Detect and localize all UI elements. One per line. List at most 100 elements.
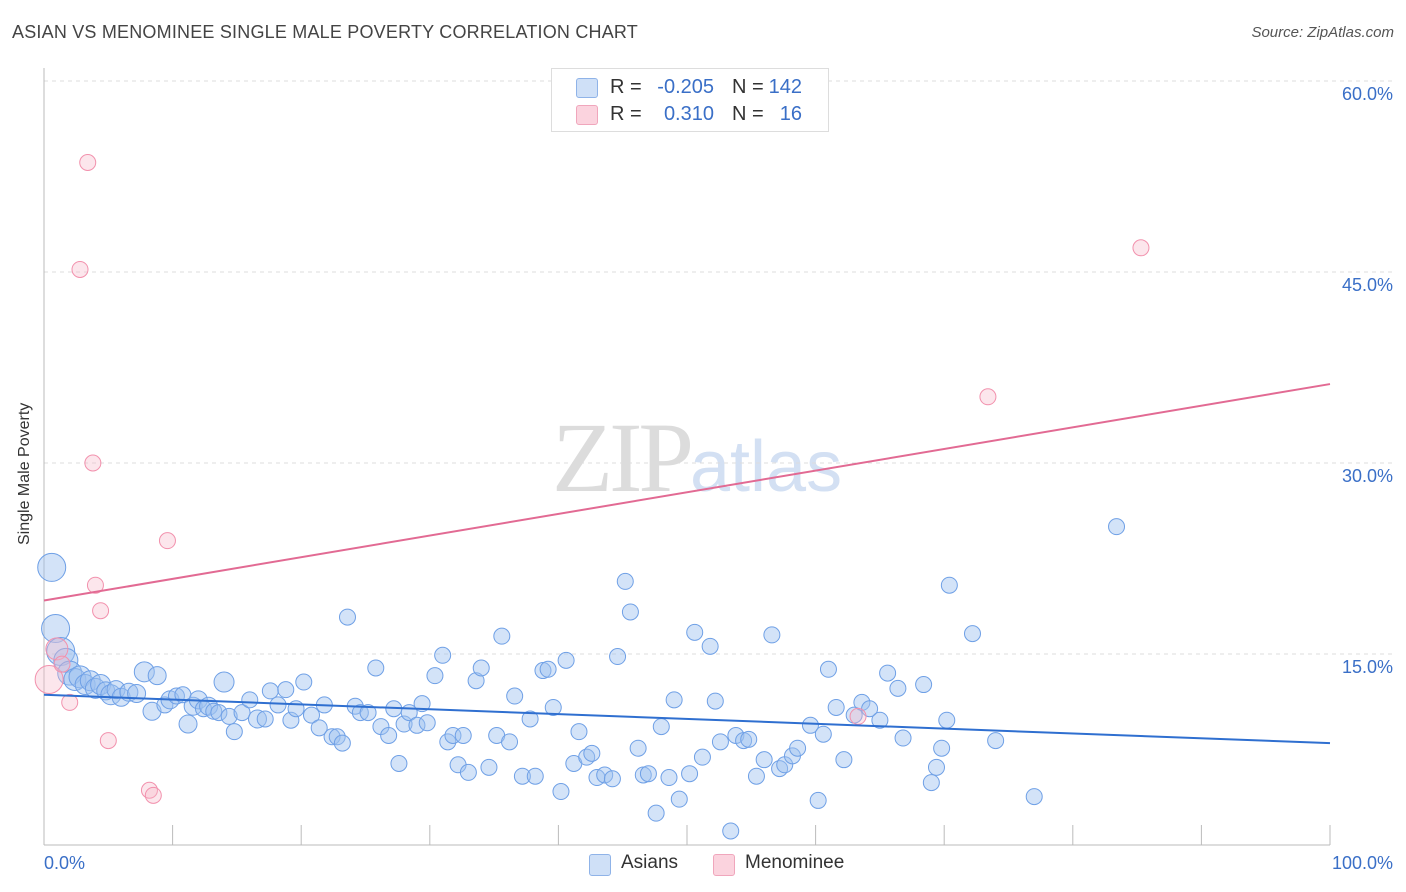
menominee-point — [92, 602, 110, 620]
legend-r-value: -0.205 — [657, 76, 714, 98]
asians-point — [1108, 518, 1126, 536]
y-axis-label: Single Male Poverty — [16, 402, 33, 545]
legend-r-label: R = — [610, 76, 642, 98]
y-tick-label: 15.0% — [1342, 657, 1393, 677]
asians-point — [413, 695, 431, 713]
asians-point — [295, 673, 313, 691]
asians-point — [894, 729, 912, 747]
asians-point — [755, 751, 773, 769]
asians-point — [609, 648, 627, 666]
menominee-point — [45, 637, 69, 661]
asians-point — [37, 552, 67, 582]
asians-point — [493, 627, 511, 645]
asians-point — [963, 625, 981, 643]
menominee-point — [99, 732, 117, 750]
asians-point — [210, 704, 228, 722]
x-tick-label: 100.0% — [1332, 853, 1393, 873]
asians-point — [933, 739, 951, 757]
asians-point — [596, 766, 614, 784]
asians-point — [670, 790, 688, 808]
asians-point — [801, 716, 819, 734]
asians-point — [472, 659, 490, 677]
bottom-legend-label: Asians — [621, 852, 679, 873]
asians-point — [544, 698, 562, 716]
asians-point — [871, 711, 889, 729]
asians-point — [722, 822, 740, 840]
y-tick-label: 30.0% — [1342, 466, 1393, 486]
asians-point — [660, 769, 678, 787]
x-tick-label: 0.0% — [44, 853, 85, 873]
asians-point — [434, 646, 452, 664]
menominee-point — [53, 655, 71, 673]
asians-point — [686, 623, 704, 641]
asians-point — [629, 739, 647, 757]
legend-row-menominee: R = 0.310 N = 16 — [552, 102, 828, 128]
asians-point — [915, 676, 933, 694]
asians-point — [459, 763, 477, 781]
asians-point — [426, 667, 444, 685]
menominee-point — [158, 532, 176, 550]
asians-point — [359, 704, 377, 722]
bottom-swatch-menominee — [713, 854, 735, 876]
asians-point — [827, 698, 845, 716]
menominee-point — [84, 454, 102, 472]
asians-point — [338, 608, 356, 626]
asians-point — [809, 791, 827, 809]
asians-point — [220, 707, 238, 725]
asians-trend-line — [43, 693, 1331, 745]
legend-swatch-menominee — [576, 105, 598, 125]
asians-point — [789, 739, 807, 757]
y-tick-label: 60.0% — [1342, 84, 1393, 104]
menominee-point — [144, 786, 162, 804]
asians-point — [506, 687, 524, 705]
asians-point — [256, 710, 274, 728]
asians-point — [269, 696, 287, 714]
chart-title: ASIAN VS MENOMINEE SINGLE MALE POVERTY C… — [12, 22, 639, 42]
asians-point — [119, 682, 139, 702]
asians-point — [147, 666, 167, 686]
asians-point — [454, 726, 472, 744]
asians-point — [603, 770, 621, 788]
asians-point — [408, 716, 426, 734]
asians-point — [814, 725, 832, 743]
menominee-point — [86, 576, 104, 594]
asians-point — [241, 691, 259, 709]
asians-point — [740, 730, 758, 748]
asians-point — [987, 732, 1005, 750]
asians-point — [647, 804, 665, 822]
asians-point — [178, 714, 198, 734]
asians-point — [652, 718, 670, 736]
source-label: Source: ZipAtlas.com — [1251, 24, 1394, 41]
asians-point — [665, 691, 683, 709]
asians-point — [879, 664, 897, 682]
y-tick-label: 45.0% — [1342, 275, 1393, 295]
menominee-point — [979, 388, 997, 406]
menominee-point — [79, 153, 97, 171]
asians-point — [940, 576, 958, 594]
asians-point — [706, 692, 724, 710]
asians-point — [323, 728, 341, 746]
asians-point — [467, 672, 485, 690]
asians-point — [583, 744, 601, 762]
asians-point — [521, 710, 539, 728]
asians-point — [480, 758, 498, 776]
correlation-legend: R = -0.205 N = 142 R = 0.310 N = 16 — [551, 68, 829, 132]
asians-point — [557, 651, 575, 669]
asians-point — [1025, 788, 1043, 806]
asians-point — [927, 758, 945, 776]
asians-point — [418, 714, 436, 732]
asians-point — [711, 733, 729, 751]
bottom-swatch-asians — [589, 854, 611, 876]
menominee-point — [849, 707, 867, 725]
asians-point — [621, 603, 639, 621]
y-axis-label-wrap: Single Male Poverty — [16, 330, 40, 560]
asians-point — [938, 711, 956, 729]
asians-point — [333, 734, 351, 752]
asians-point — [183, 696, 203, 716]
asians-point — [444, 726, 462, 744]
legend-n-value: 16 — [779, 103, 802, 125]
asians-point — [261, 682, 279, 700]
menominee-trend-line — [43, 383, 1331, 602]
asians-point — [693, 748, 711, 766]
